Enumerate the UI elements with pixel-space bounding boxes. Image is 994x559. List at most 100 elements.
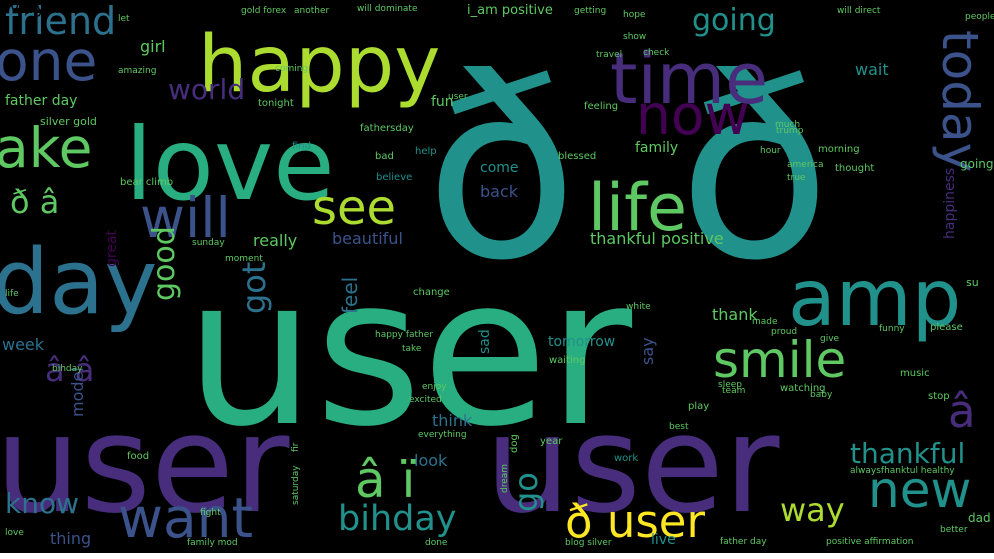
word: another bbox=[294, 5, 330, 16]
word: waiting bbox=[549, 355, 586, 366]
word: trump bbox=[776, 125, 804, 136]
word: friend bbox=[5, 0, 117, 43]
word: life bbox=[5, 288, 19, 299]
word: amazing bbox=[118, 65, 157, 76]
word: dog bbox=[509, 434, 520, 453]
word: food bbox=[127, 451, 150, 462]
word: blog silver bbox=[565, 537, 612, 548]
word: happiness bbox=[942, 167, 958, 239]
word: i_am positive bbox=[467, 2, 553, 18]
word: proud bbox=[771, 326, 798, 337]
word: great bbox=[104, 229, 120, 267]
word: come bbox=[480, 159, 519, 176]
word: week bbox=[2, 335, 45, 355]
word: show bbox=[623, 31, 647, 42]
word: music bbox=[900, 368, 930, 379]
word: blessed bbox=[558, 151, 597, 162]
word: baby bbox=[810, 389, 833, 400]
word: tonight bbox=[258, 98, 294, 109]
word: let bbox=[118, 13, 130, 24]
word: ð user bbox=[565, 495, 705, 548]
word: thankful bbox=[850, 436, 966, 470]
word: find bbox=[292, 141, 311, 152]
word: gold forex bbox=[241, 5, 287, 16]
word: sunday bbox=[192, 237, 225, 248]
word: user bbox=[448, 91, 468, 102]
word: love bbox=[5, 527, 24, 538]
word: saturday bbox=[291, 465, 301, 505]
word: fun bbox=[431, 93, 454, 110]
word: family bbox=[635, 139, 679, 156]
word: happy father bbox=[375, 329, 433, 340]
word: made bbox=[752, 316, 778, 327]
word: play bbox=[688, 401, 710, 412]
word: way bbox=[780, 491, 845, 530]
word: sleep bbox=[718, 379, 742, 390]
word: user bbox=[0, 386, 290, 543]
word: stop bbox=[928, 391, 950, 402]
word: su bbox=[966, 276, 979, 290]
word: bear climb bbox=[120, 177, 174, 188]
word: give bbox=[820, 333, 840, 344]
word: travel bbox=[596, 49, 623, 60]
word: go bbox=[507, 472, 545, 513]
word: silver gold bbox=[40, 115, 97, 129]
word: change bbox=[413, 287, 450, 298]
word: true bbox=[787, 172, 806, 183]
word: girl bbox=[140, 37, 166, 57]
word: dream bbox=[500, 463, 510, 493]
word: love bbox=[125, 106, 335, 223]
word: fight bbox=[200, 507, 221, 518]
word: done bbox=[425, 537, 448, 548]
word: people bbox=[965, 11, 994, 22]
word: best bbox=[669, 421, 689, 432]
word: alwaysfhanktul healthy bbox=[850, 465, 955, 476]
word: check bbox=[643, 47, 670, 58]
word: bihday bbox=[52, 363, 83, 374]
word: day bbox=[0, 230, 158, 335]
word: good bbox=[147, 226, 182, 301]
word: positive affirmation bbox=[826, 536, 914, 547]
word: take bbox=[402, 343, 422, 354]
word: model bbox=[68, 367, 87, 418]
word: sad bbox=[477, 329, 493, 354]
bottom-border bbox=[0, 553, 994, 559]
word: ð â bbox=[10, 183, 60, 222]
word: thank bbox=[712, 305, 758, 325]
word: help bbox=[415, 146, 437, 157]
word: year bbox=[540, 436, 563, 447]
word: bihday bbox=[338, 499, 457, 539]
word: thankful positive bbox=[590, 229, 724, 249]
word: getting bbox=[574, 5, 607, 16]
word: feel bbox=[338, 276, 362, 314]
word: excited bbox=[409, 394, 442, 405]
word: hope bbox=[623, 9, 646, 20]
word: beautiful bbox=[332, 229, 403, 249]
word: fir bbox=[291, 442, 301, 452]
word: team bbox=[722, 385, 746, 396]
word: time bbox=[610, 38, 769, 120]
word: hour bbox=[760, 145, 781, 156]
word: much bbox=[775, 119, 801, 130]
word: think bbox=[432, 411, 473, 431]
word: going bbox=[692, 3, 776, 38]
word: family mod bbox=[187, 537, 238, 548]
word: going bbox=[960, 157, 994, 172]
word: life bbox=[588, 171, 687, 246]
word: user bbox=[185, 234, 633, 472]
word: america bbox=[787, 159, 824, 170]
word: ð bbox=[425, 24, 578, 315]
word: back bbox=[480, 182, 519, 202]
word: smile bbox=[713, 331, 847, 389]
word: watching bbox=[780, 383, 826, 394]
word: believe bbox=[376, 172, 413, 183]
word: everyone bbox=[0, 0, 75, 17]
word: father day bbox=[720, 536, 767, 547]
word: father day bbox=[5, 92, 78, 109]
word: â â bbox=[45, 351, 95, 390]
word: see bbox=[312, 179, 397, 236]
word: look bbox=[414, 451, 448, 471]
word: will direct bbox=[837, 5, 881, 16]
word: happy bbox=[198, 19, 441, 110]
